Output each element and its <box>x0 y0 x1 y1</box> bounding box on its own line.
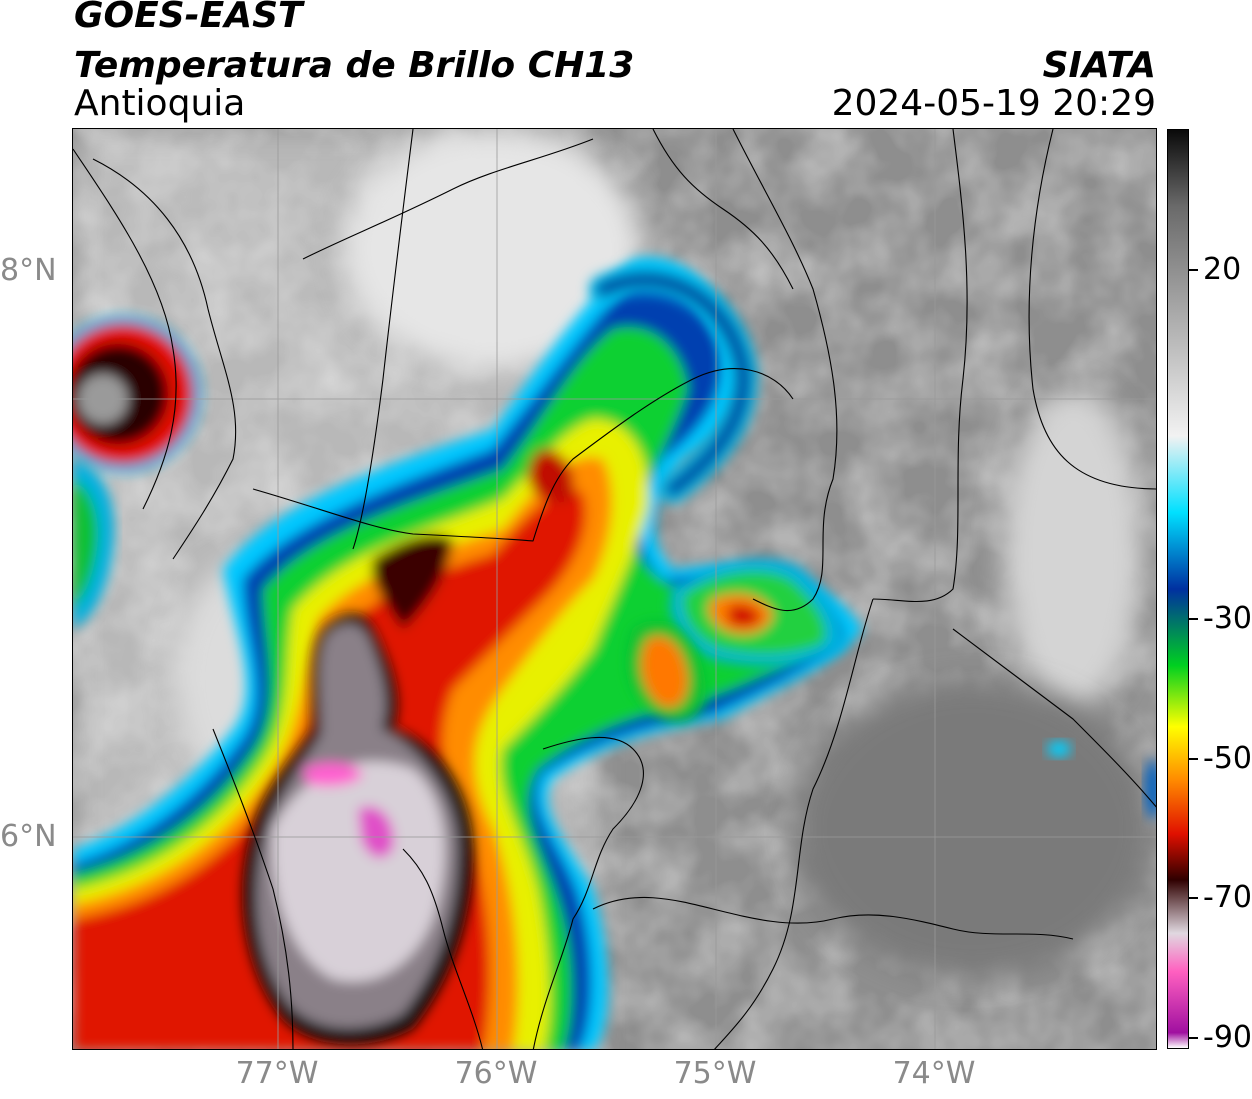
colorbar-tick-minus90 <box>1189 1037 1198 1039</box>
satellite-map[interactable] <box>72 128 1157 1050</box>
boundary-cordoba <box>252 368 794 542</box>
satellite-title: GOES-EAST <box>74 0 303 36</box>
storm-northwest <box>73 316 201 472</box>
boundary-bolivar <box>732 129 838 612</box>
small-cell-east <box>1047 741 1071 757</box>
lon-label-76w: 76°W <box>454 1056 538 1091</box>
colorbar-tick-20 <box>1189 269 1198 271</box>
boundary-caldas <box>532 736 644 1049</box>
boundary-risaralda <box>402 848 484 1049</box>
colorbar-tick-minus50 <box>1189 758 1198 760</box>
brand-label: SIATA <box>1042 45 1156 86</box>
political-boundaries <box>73 129 1156 1049</box>
boundary-east <box>1028 129 1156 490</box>
colorbar-label-minus90: -90 <box>1203 1020 1252 1055</box>
coastline-pacific <box>92 158 237 560</box>
storm-west-edge <box>73 459 114 629</box>
boundary-antioquia-west <box>352 129 414 550</box>
colorbar-label-minus50: -50 <box>1203 741 1252 776</box>
boundary-santander <box>872 129 968 603</box>
graticule <box>73 129 1156 1049</box>
dark-field-southeast <box>793 679 1153 979</box>
boundary-cundinamarca <box>592 896 1074 940</box>
colorbar-label-20: 20 <box>1203 252 1242 287</box>
product-title: Temperatura de Brillo CH13 <box>74 45 635 86</box>
storm-east-cell <box>670 558 846 666</box>
colorbar-label-minus70: -70 <box>1203 880 1252 915</box>
bright-cloud-north <box>343 129 643 369</box>
colorbar-label-minus30: -30 <box>1203 601 1252 636</box>
boundary-panama <box>73 148 177 510</box>
lon-label-77w: 77°W <box>235 1056 319 1091</box>
lat-label-6n: 6°N <box>0 819 57 854</box>
bright-cloud-east <box>1003 389 1143 709</box>
lat-label-8n: 8°N <box>0 253 57 288</box>
timestamp: 2024-05-19 20:29 <box>831 83 1156 124</box>
map-canvas <box>73 129 1156 1049</box>
lon-label-74w: 74°W <box>892 1056 976 1091</box>
boundary-meta <box>952 628 1156 808</box>
lon-label-75w: 75°W <box>673 1056 757 1091</box>
cold-cloud-top <box>243 614 473 1045</box>
boundary-choco <box>212 728 294 1049</box>
storm-central-cell <box>627 621 706 722</box>
colorbar-tick-minus30 <box>1189 618 1198 620</box>
boundary-boyaca <box>714 598 874 1049</box>
coastline-uraba <box>302 138 594 260</box>
colorbar-tick-minus70 <box>1189 897 1198 899</box>
region-subtitle: Antioquia <box>74 83 246 124</box>
boundary-sucre <box>652 129 794 290</box>
temperature-colorbar <box>1167 129 1189 1049</box>
